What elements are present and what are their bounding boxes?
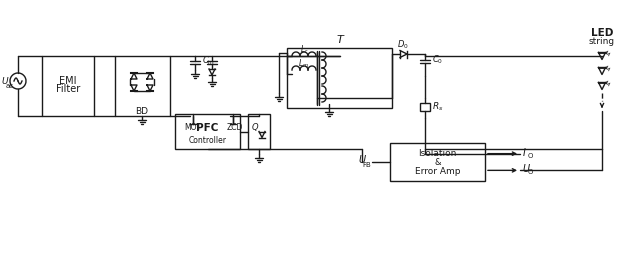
Text: Controller: Controller bbox=[189, 136, 227, 145]
Text: $C_{\rm in}$: $C_{\rm in}$ bbox=[202, 55, 215, 67]
Bar bbox=[287, 48, 392, 108]
Text: &: & bbox=[434, 158, 440, 167]
Text: ZCD: ZCD bbox=[227, 123, 243, 133]
Text: $I$: $I$ bbox=[522, 146, 527, 158]
Text: Q: Q bbox=[252, 123, 259, 132]
Text: ac: ac bbox=[6, 83, 14, 89]
Text: T: T bbox=[336, 35, 343, 45]
Text: $U$: $U$ bbox=[1, 76, 9, 87]
Bar bbox=[42, 56, 94, 116]
Bar bbox=[390, 143, 485, 181]
Text: $D_0$: $D_0$ bbox=[397, 39, 409, 51]
Text: Error Amp: Error Amp bbox=[415, 167, 460, 176]
Text: O: O bbox=[528, 153, 533, 159]
Text: $L_r$: $L_r$ bbox=[300, 44, 309, 56]
Text: BD: BD bbox=[136, 108, 148, 116]
Text: $R_s$: $R_s$ bbox=[432, 101, 444, 113]
Text: FB: FB bbox=[363, 162, 372, 168]
Text: $U$: $U$ bbox=[358, 153, 367, 165]
Text: $L_m$: $L_m$ bbox=[298, 58, 310, 70]
Text: Isolation: Isolation bbox=[418, 149, 457, 158]
Bar bbox=[420, 103, 430, 111]
Text: EMI: EMI bbox=[59, 76, 77, 86]
Bar bbox=[115, 56, 170, 116]
Bar bbox=[175, 114, 240, 149]
Text: MOT: MOT bbox=[184, 123, 201, 133]
Text: O: O bbox=[528, 169, 533, 175]
Text: Filter: Filter bbox=[56, 84, 80, 94]
Text: $C_0$: $C_0$ bbox=[432, 54, 443, 66]
Bar bbox=[248, 114, 270, 149]
Text: LED: LED bbox=[591, 28, 613, 38]
Text: $U$: $U$ bbox=[522, 162, 531, 174]
Text: PFC: PFC bbox=[196, 123, 219, 133]
Text: string: string bbox=[589, 37, 615, 47]
